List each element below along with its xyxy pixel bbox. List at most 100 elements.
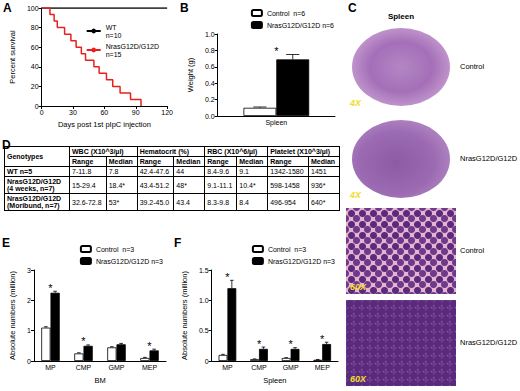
- svg-text:NrasG12D/G12D n=6: NrasG12D/G12D n=6: [267, 22, 334, 29]
- html-text:4X: 4X: [350, 190, 361, 200]
- html-text:8.3-9.8: 8.3-9.8: [207, 198, 229, 206]
- svg-text:0.6: 0.6: [205, 63, 215, 70]
- svg-text:3: 3: [27, 267, 31, 274]
- html-text:53*: 53*: [108, 198, 120, 206]
- svg-text:*: *: [225, 271, 230, 283]
- html-text:RBC (X10^6/µl): RBC (X10^6/µl): [207, 148, 258, 155]
- html-text:Range: Range: [139, 158, 161, 165]
- svg-text:n=15: n=15: [106, 51, 122, 58]
- svg-text:100: 100: [27, 5, 39, 12]
- svg-text:MP: MP: [222, 364, 233, 371]
- svg-text:0.2: 0.2: [205, 96, 215, 103]
- svg-text:*: *: [147, 340, 152, 352]
- html-text:E: E: [2, 236, 10, 250]
- svg-text:2: 2: [27, 297, 31, 304]
- svg-text:Absolute numbers (million): Absolute numbers (million): [180, 271, 189, 360]
- svg-text:20: 20: [31, 83, 39, 90]
- html-text:Spleen: Spleen: [387, 12, 415, 21]
- html-text:D: D: [2, 138, 11, 152]
- svg-text:30: 30: [69, 109, 77, 116]
- html-text:F: F: [174, 236, 182, 250]
- svg-text:Control n=6: Control n=6: [267, 10, 305, 17]
- html-text:640*: 640*: [311, 198, 326, 206]
- html-text:936*: 936*: [311, 181, 326, 189]
- svg-text:NrasG12D/G12D n=3: NrasG12D/G12D n=3: [268, 258, 335, 265]
- svg-text:NrasG12D/G12D: NrasG12D/G12D: [106, 43, 159, 50]
- html-text:Control: Control: [460, 246, 485, 255]
- svg-text:Spleen: Spleen: [265, 119, 287, 127]
- html-text:NrasG12D/G12D: NrasG12D/G12D: [460, 338, 518, 347]
- svg-text:Weight (g): Weight (g): [186, 57, 195, 92]
- svg-text:0: 0: [205, 358, 209, 365]
- html-text:43.4-51.2: 43.4-51.2: [139, 181, 170, 189]
- svg-text:MEP: MEP: [315, 364, 331, 371]
- svg-text:60: 60: [31, 44, 39, 51]
- html-text:60X: 60X: [350, 374, 366, 384]
- html-text:60X: 60X: [350, 282, 366, 292]
- html-text:598-1458: 598-1458: [270, 181, 300, 189]
- svg-text:Absolute numbers (million): Absolute numbers (million): [8, 271, 17, 360]
- html-text:WBC (X10^3/µl): WBC (X10^3/µl): [72, 148, 124, 155]
- svg-text:*: *: [288, 338, 293, 350]
- html-text:C: C: [348, 1, 357, 15]
- html-text:Range: Range: [72, 158, 94, 165]
- svg-text:Spleen: Spleen: [263, 376, 286, 385]
- svg-text:0: 0: [35, 103, 39, 110]
- svg-text:1.5: 1.5: [199, 267, 209, 274]
- svg-text:0: 0: [27, 358, 31, 365]
- svg-text:WT: WT: [106, 24, 118, 31]
- svg-text:*: *: [48, 282, 53, 294]
- svg-text:*: *: [81, 335, 86, 347]
- svg-text:0.8: 0.8: [205, 47, 215, 54]
- html-text:NrasG12D/G12D (Moribund, n=7): NrasG12D/G12D (Moribund, n=7): [7, 195, 62, 209]
- html-text:496-954: 496-954: [270, 198, 296, 206]
- html-text:NrasG12D/G12D (4 weeks, n=7): NrasG12D/G12D (4 weeks, n=7): [7, 178, 62, 192]
- svg-text:0.5: 0.5: [199, 327, 209, 334]
- svg-text:NrasG12D/G12D n=3: NrasG12D/G12D n=3: [96, 258, 163, 265]
- svg-text:CMP: CMP: [76, 364, 92, 371]
- svg-text:Percent survival: Percent survival: [8, 30, 17, 84]
- html-text:B: B: [180, 1, 189, 15]
- html-text:39.2-45.0: 39.2-45.0: [139, 198, 170, 206]
- html-text:Control: Control: [460, 62, 485, 71]
- svg-text:*: *: [257, 338, 262, 350]
- html-text:Genotypes: Genotypes: [7, 153, 44, 160]
- svg-text:1.0: 1.0: [205, 31, 215, 38]
- html-text:32.6-72.8: 32.6-72.8: [72, 198, 102, 206]
- svg-text:1.0: 1.0: [199, 297, 209, 304]
- html-text:Platelet (X10^3/µl): Platelet (X10^3/µl): [270, 148, 330, 155]
- svg-text:MP: MP: [45, 364, 56, 371]
- html-text:8.4: 8.4: [239, 198, 249, 206]
- html-text:10.4*: 10.4*: [239, 181, 256, 189]
- svg-text:120: 120: [161, 109, 173, 116]
- html-text:48*: 48*: [176, 181, 187, 189]
- svg-text:BM: BM: [94, 376, 105, 385]
- html-text:18.4*: 18.4*: [108, 181, 126, 189]
- svg-text:*: *: [274, 45, 279, 57]
- svg-text:90: 90: [132, 109, 140, 116]
- svg-text:60: 60: [100, 109, 108, 116]
- svg-text:80: 80: [31, 24, 39, 31]
- html-text:4X: 4X: [350, 98, 361, 108]
- html-text:43.4: 43.4: [176, 198, 190, 206]
- svg-text:GMP: GMP: [283, 364, 299, 371]
- html-text:A: A: [3, 1, 12, 15]
- svg-text:1: 1: [27, 327, 31, 334]
- svg-text:CMP: CMP: [251, 364, 267, 371]
- svg-text:*: *: [320, 333, 325, 345]
- svg-text:0.0: 0.0: [205, 113, 215, 120]
- svg-text:n=10: n=10: [106, 32, 122, 39]
- svg-text:GMP: GMP: [109, 364, 125, 371]
- svg-text:Control n=3: Control n=3: [96, 246, 134, 253]
- svg-text:Days post 1st pIpC injection: Days post 1st pIpC injection: [58, 120, 151, 129]
- html-text:9.1-11.1: 9.1-11.1: [207, 181, 233, 189]
- svg-text:40: 40: [31, 63, 39, 70]
- html-text:Hematocrit (%): Hematocrit (%): [139, 148, 189, 155]
- html-text:NrasG12D/G12D: NrasG12D/G12D: [460, 154, 518, 163]
- html-text:Median: Median: [108, 158, 133, 165]
- svg-text:MEP: MEP: [142, 364, 158, 371]
- svg-text:0: 0: [40, 109, 44, 116]
- html-text:15-29.4: 15-29.4: [72, 181, 96, 189]
- svg-text:0.4: 0.4: [205, 80, 215, 87]
- svg-text:Control n=3: Control n=3: [268, 246, 306, 253]
